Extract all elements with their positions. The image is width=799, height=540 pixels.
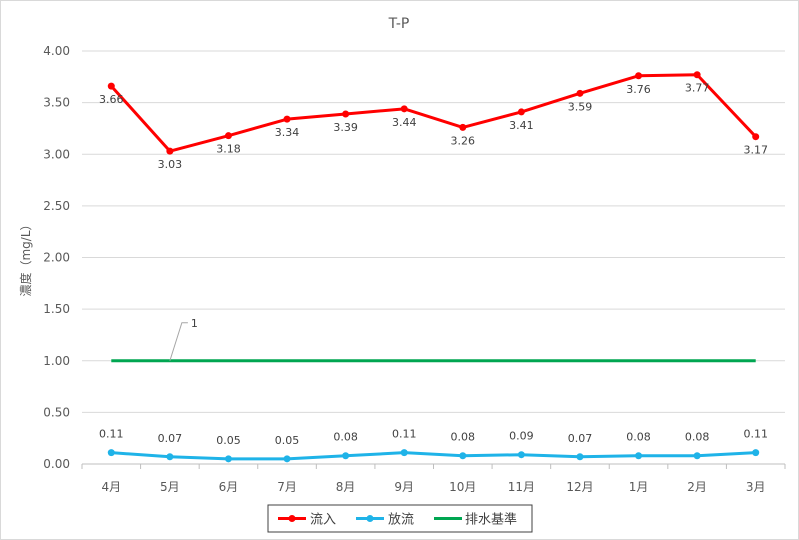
- data-label: 3.39: [333, 121, 358, 134]
- legend-label-2: 排水基準: [465, 512, 517, 528]
- data-label: 3.59: [568, 100, 593, 113]
- series-line-0: [110, 73, 757, 153]
- y-tick-label: 4.00: [43, 44, 70, 58]
- legend-marker-0: [288, 515, 296, 522]
- x-tick-label: 8月: [336, 480, 356, 494]
- y-tick-label: 1.00: [43, 354, 70, 368]
- data-label: 3.26: [451, 134, 476, 147]
- data-point: [283, 115, 291, 123]
- legend-box: [267, 504, 533, 533]
- data-label: 0.08: [333, 431, 358, 444]
- y-tick-label: 1.50: [43, 302, 70, 316]
- y-tick-label: 2.00: [43, 251, 70, 265]
- data-point: [400, 105, 408, 113]
- x-tick-label: 4月: [101, 480, 121, 494]
- data-label: 0.05: [216, 434, 241, 447]
- data-label: 0.09: [509, 430, 534, 443]
- data-point: [283, 455, 291, 463]
- data-point: [693, 71, 701, 79]
- data-label: 0.08: [451, 431, 476, 444]
- data-label: 3.76: [626, 83, 651, 96]
- data-label: 0.08: [685, 431, 710, 444]
- x-tick-label: 6月: [219, 480, 239, 494]
- data-point: [517, 451, 525, 459]
- data-label: 0.07: [158, 432, 183, 445]
- x-tick-label: 12月: [566, 480, 593, 494]
- y-tick-label: 3.50: [43, 96, 70, 110]
- data-point: [224, 132, 232, 140]
- data-label: 3.66: [99, 93, 124, 106]
- data-point: [576, 89, 584, 97]
- data-label: 3.03: [158, 158, 183, 171]
- data-point: [342, 452, 350, 460]
- x-tick-label: 9月: [394, 480, 414, 494]
- y-tick-label: 3.00: [43, 147, 70, 161]
- data-label: 3.44: [392, 116, 417, 129]
- data-point: [224, 455, 232, 463]
- data-point: [576, 453, 584, 461]
- data-point: [342, 110, 350, 118]
- data-label: 0.08: [626, 431, 651, 444]
- data-label: 3.34: [275, 126, 300, 139]
- data-label: 0.11: [99, 428, 124, 441]
- annotation-label: 1: [191, 317, 198, 330]
- data-point: [459, 452, 467, 460]
- y-axis-label: 濃度（mg/L）: [18, 218, 33, 296]
- annotation-leader: [169, 322, 188, 361]
- data-label: 0.05: [275, 434, 300, 447]
- series-line-1: [111, 451, 756, 461]
- data-point: [693, 452, 701, 460]
- x-tick-label: 3月: [746, 480, 766, 494]
- data-point: [752, 133, 760, 141]
- x-tick-label: 5月: [160, 480, 180, 494]
- data-point: [107, 82, 115, 90]
- y-tick-label: 2.50: [43, 199, 70, 213]
- y-tick-label: 0.50: [43, 405, 70, 419]
- data-label: 0.11: [392, 428, 417, 441]
- legend-label-1: 放流: [388, 513, 414, 528]
- data-point: [752, 449, 760, 457]
- x-tick-label: 7月: [277, 480, 297, 494]
- x-tick-label: 1月: [629, 480, 649, 494]
- data-point: [635, 72, 643, 80]
- data-label: 0.11: [743, 428, 768, 441]
- data-label: 0.07: [568, 432, 593, 445]
- data-label: 3.17: [743, 144, 768, 157]
- data-point: [107, 449, 115, 457]
- data-label: 3.77: [685, 82, 710, 95]
- legend-label-0: 流入: [310, 513, 336, 528]
- x-tick-label: 11月: [508, 480, 535, 494]
- data-point: [517, 108, 525, 116]
- data-point: [400, 449, 408, 457]
- x-tick-label: 2月: [687, 480, 707, 494]
- y-tick-label: 0.00: [43, 457, 70, 471]
- data-point: [166, 147, 174, 155]
- legend-marker-1: [366, 515, 374, 522]
- data-point: [635, 452, 643, 460]
- data-point: [459, 123, 467, 131]
- x-tick-label: 10月: [449, 480, 476, 494]
- data-label: 3.41: [509, 119, 534, 132]
- data-point: [166, 453, 174, 461]
- chart-title: T-P: [388, 16, 410, 32]
- data-label: 3.18: [216, 143, 241, 156]
